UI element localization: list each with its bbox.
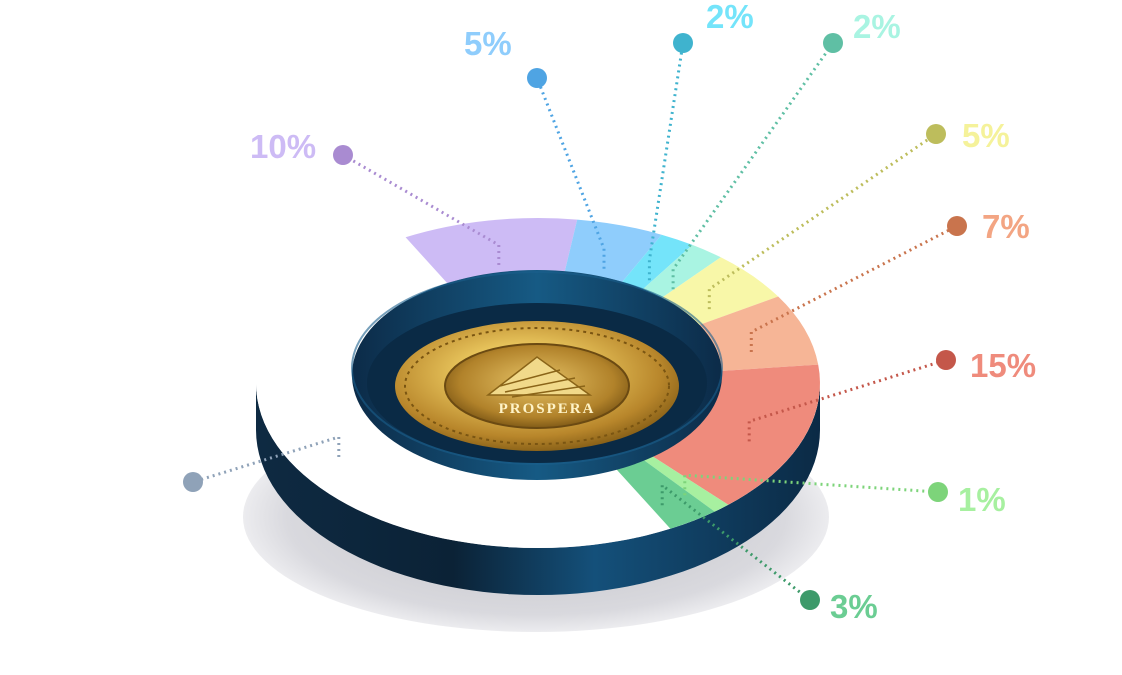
- dot-8: [800, 590, 820, 610]
- dot-7: [928, 482, 948, 502]
- dot-4: [926, 124, 946, 144]
- dot-5: [947, 216, 967, 236]
- label-2: 2%: [706, 0, 754, 35]
- disc-side: [256, 383, 820, 595]
- leader-line-5: [749, 224, 958, 352]
- leader-line-6: [747, 358, 947, 442]
- leader-line-0: [342, 153, 501, 265]
- label-5: 7%: [982, 208, 1030, 245]
- dot-0: [333, 145, 353, 165]
- leader-line-8: [660, 482, 811, 602]
- dot-1: [527, 68, 547, 88]
- leader-line-1: [535, 77, 606, 269]
- annotations-group: 10% 5% 2% 2% 5% 7% 15% 1% 3%: [183, 0, 1036, 625]
- dot-2: [673, 33, 693, 53]
- dot-6: [936, 350, 956, 370]
- label-8: 3%: [830, 588, 878, 625]
- label-4: 5%: [962, 117, 1010, 154]
- dot-9: [183, 472, 203, 492]
- dot-3: [823, 33, 843, 53]
- label-1: 5%: [464, 25, 512, 62]
- label-0: 10%: [250, 128, 316, 165]
- coin-brand-text: PROSPERA: [499, 401, 596, 417]
- label-3: 2%: [853, 8, 901, 45]
- label-7: 1%: [958, 481, 1006, 518]
- coin-logo: PROSPERA: [395, 321, 679, 451]
- label-6: 15%: [970, 347, 1036, 384]
- leader-line-4: [707, 132, 937, 310]
- inner-ring-top: [351, 271, 723, 465]
- leader-line-3: [671, 42, 835, 290]
- leader-line-2: [647, 42, 685, 281]
- leader-line-7: [683, 473, 939, 496]
- leader-line-9: [192, 434, 341, 484]
